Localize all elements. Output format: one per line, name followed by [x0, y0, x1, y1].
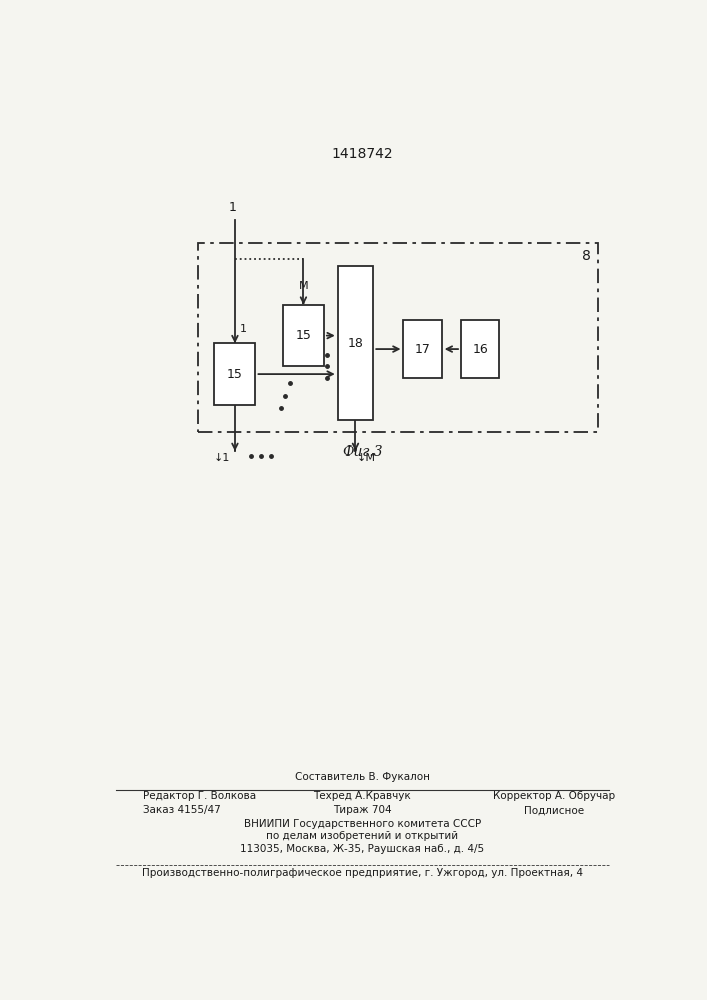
Text: M: M — [298, 281, 308, 291]
Text: ↓M: ↓M — [357, 453, 376, 463]
Text: Техред А.Кравчук: Техред А.Кравчук — [313, 791, 411, 801]
Text: 17: 17 — [415, 343, 431, 356]
Text: 1: 1 — [228, 201, 236, 214]
Text: 1: 1 — [240, 324, 246, 334]
Text: Подлисное: Подлисное — [524, 805, 584, 815]
Text: Производственно-полиграфическое предприятие, г. Ужгород, ул. Проектная, 4: Производственно-полиграфическое предприя… — [142, 868, 583, 878]
Text: 1418742: 1418742 — [332, 147, 393, 161]
Text: Корректор А. Обручар: Корректор А. Обручар — [493, 791, 615, 801]
Text: Тираж 704: Тираж 704 — [333, 805, 392, 815]
Text: 113035, Москва, Ж-35, Раушская наб., д. 4/5: 113035, Москва, Ж-35, Раушская наб., д. … — [240, 844, 484, 854]
Text: ↓1: ↓1 — [214, 453, 230, 463]
Text: Заказ 4155/47: Заказ 4155/47 — [144, 805, 221, 815]
Bar — [198, 243, 598, 432]
Text: по делам изобретений и открытий: по делам изобретений и открытий — [267, 831, 458, 841]
Text: 15: 15 — [227, 368, 243, 381]
Bar — [338, 266, 373, 420]
Text: Редактор Г. Волкова: Редактор Г. Волкова — [144, 791, 257, 801]
Bar — [214, 343, 255, 405]
Text: Фиг.3: Фиг.3 — [342, 445, 382, 459]
Text: 16: 16 — [472, 343, 488, 356]
Bar — [283, 305, 324, 366]
Bar — [404, 320, 442, 378]
Bar — [461, 320, 499, 378]
Text: 8: 8 — [583, 249, 591, 263]
Text: 18: 18 — [348, 337, 363, 350]
Text: 15: 15 — [296, 329, 311, 342]
Text: ВНИИПИ Государственного комитета СССР: ВНИИПИ Государственного комитета СССР — [244, 819, 481, 829]
Text: Составитель В. Фукалон: Составитель В. Фукалон — [295, 772, 430, 782]
